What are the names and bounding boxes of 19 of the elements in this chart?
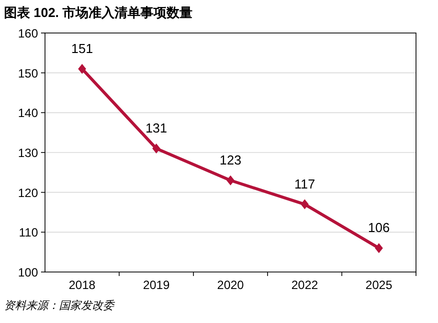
title: 图表 102. 市场准入清单事项数量 — [4, 5, 193, 20]
x-tick-label: 2022 — [291, 278, 318, 292]
x-tick-label: 2025 — [366, 278, 393, 292]
x-tick-label: 2020 — [217, 278, 244, 292]
data-label: 117 — [294, 176, 316, 192]
data-label: 106 — [368, 220, 390, 236]
x-tick-label: 2018 — [68, 278, 96, 292]
annotation: 资料来源：国家发改委 — [4, 300, 114, 312]
y-tick-label: 140 — [18, 106, 38, 120]
data-label: 123 — [220, 152, 242, 168]
y-tick-label: 100 — [18, 266, 38, 280]
data-label: 131 — [145, 120, 168, 136]
x-tick-label: 2019 — [142, 278, 170, 292]
data-label: 151 — [71, 40, 93, 56]
y-tick-label: 150 — [18, 66, 38, 80]
y-tick-label: 130 — [18, 146, 38, 160]
y-tick-label: 110 — [18, 226, 38, 240]
y-tick-label: 160 — [18, 26, 38, 40]
y-tick-label: 120 — [18, 186, 38, 200]
